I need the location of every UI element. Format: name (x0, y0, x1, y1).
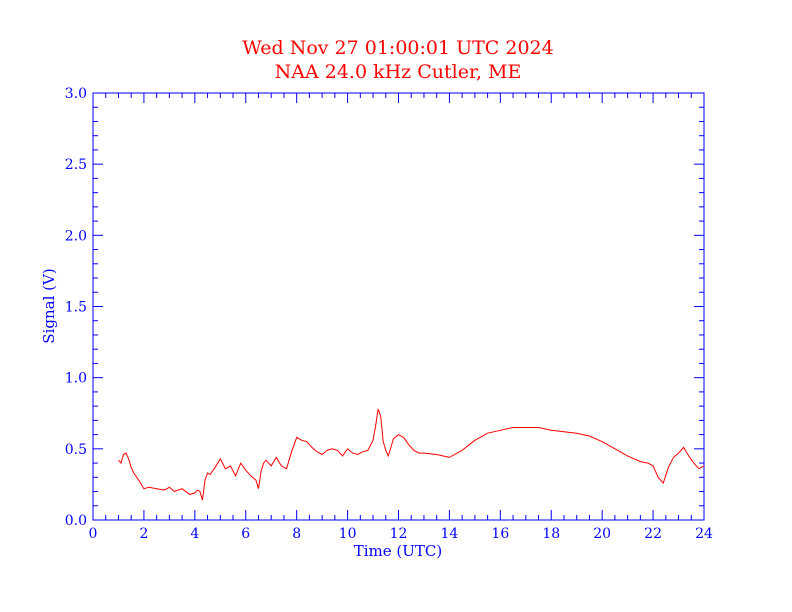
plot-frame (92, 92, 705, 521)
x-tick-label: 22 (644, 526, 662, 542)
series-line (118, 408, 705, 501)
x-tick-label: 0 (89, 526, 98, 542)
y-tick-label: 3.0 (65, 86, 87, 102)
x-tick-label: 14 (441, 526, 459, 542)
y-axis: 0.0 0.5 1.0 1.5 2.0 2.5 3.0 (65, 86, 704, 529)
x-axis: 0 2 4 6 8 10 12 14 16 18 20 22 24 (89, 93, 713, 542)
y-tick-label: 1.0 (65, 371, 87, 387)
y-tick-label: 1.5 (65, 300, 87, 316)
chart-title: Wed Nov 27 01:00:01 UTC 2024 (242, 37, 553, 59)
x-tick-label: 20 (593, 526, 611, 542)
x-tick-label: 8 (292, 526, 301, 542)
chart-subtitle: NAA 24.0 kHz Cutler, ME (275, 61, 522, 83)
x-tick-label: 6 (241, 526, 250, 542)
y-tick-label: 2.5 (65, 157, 87, 173)
y-tick-label: 2.0 (65, 228, 87, 244)
x-tick-label: 24 (695, 526, 713, 542)
x-tick-label: 4 (190, 526, 199, 542)
x-tick-label: 2 (139, 526, 148, 542)
y-axis-label: Signal (V) (40, 268, 58, 343)
x-tick-label: 18 (542, 526, 560, 542)
x-tick-label: 10 (339, 526, 357, 542)
x-axis-label: Time (UTC) (354, 542, 443, 560)
x-tick-label: 12 (390, 526, 408, 542)
x-tick-label: 16 (491, 526, 509, 542)
y-tick-label: 0.5 (65, 442, 87, 458)
y-tick-label: 0.0 (65, 513, 87, 529)
